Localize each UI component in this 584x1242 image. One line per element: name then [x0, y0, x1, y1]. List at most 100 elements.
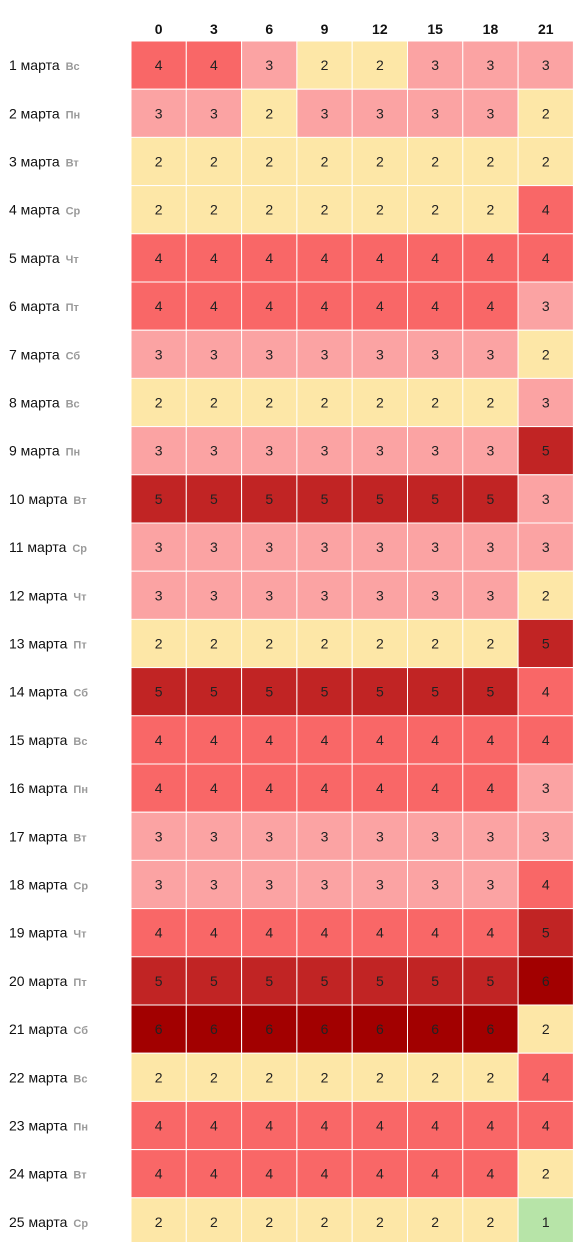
row-date-label: 18 марта Ср [9, 877, 88, 893]
cell-value-label: 4 [542, 877, 550, 893]
row-day-of-week: Ср [73, 881, 88, 893]
row-date: 25 марта [9, 1214, 68, 1230]
row-date-label: 25 марта Ср [9, 1214, 88, 1230]
cell-value-label: 5 [155, 973, 163, 989]
heatmap-cell [517, 233, 574, 283]
heatmap-cell [241, 474, 298, 524]
heatmap-cell [185, 763, 243, 813]
cell-value-label: 5 [487, 491, 495, 507]
heatmap-cell [130, 667, 187, 717]
heatmap-cell [517, 667, 574, 717]
cell-value-label: 6 [487, 1021, 495, 1037]
cell-value-label: 2 [542, 1021, 550, 1037]
cell-value-label: 2 [210, 1214, 218, 1230]
heatmap-cell [407, 40, 464, 90]
row-day-of-week: Вт [73, 1170, 87, 1182]
heatmap-cell [351, 474, 409, 524]
heatmap-cell [296, 522, 353, 572]
row-day-of-week: Чт [73, 929, 87, 941]
cell-value-label: 3 [155, 877, 163, 893]
cell-value-label: 5 [265, 491, 273, 507]
heatmap-cell [185, 136, 243, 187]
heatmap-cell [462, 859, 519, 910]
heatmap-cell [185, 908, 243, 958]
row-day-of-week: Вс [66, 399, 80, 411]
cell-value-label: 5 [487, 973, 495, 989]
cell-value-label: 3 [542, 828, 550, 844]
cell-value-label: 3 [431, 346, 439, 362]
cell-value-label: 3 [376, 443, 384, 459]
cell-value-label: 4 [155, 780, 163, 796]
cell-value-label: 3 [155, 443, 163, 459]
heatmap-cell [407, 88, 464, 138]
heatmap-cell [241, 281, 298, 331]
cell-value-label: 4 [542, 202, 550, 218]
cell-value-label: 4 [265, 780, 273, 796]
cell-value-label: 4 [321, 1166, 329, 1182]
cell-value-label: 4 [321, 780, 329, 796]
cell-value-label: 4 [376, 1166, 384, 1182]
heatmap-cell [130, 522, 187, 572]
heatmap-cell [462, 136, 519, 187]
cell-value-label: 2 [542, 587, 550, 603]
heatmap-cell [185, 618, 243, 669]
cell-value-label: 2 [487, 1214, 495, 1230]
cell-value-label: 4 [487, 298, 495, 314]
cell-value-label: 2 [431, 1069, 439, 1085]
heatmap-cell [517, 1004, 574, 1054]
cell-value-label: 5 [210, 684, 218, 700]
row-date: 18 марта [9, 877, 68, 893]
cell-value-label: 4 [321, 250, 329, 266]
heatmap-cell [407, 811, 464, 861]
heatmap-cell [517, 1197, 574, 1242]
cell-value-label: 2 [210, 636, 218, 652]
cell-value-label: 2 [210, 202, 218, 218]
row-date: 3 марта [9, 154, 60, 170]
cell-value-label: 3 [431, 828, 439, 844]
row-day-of-week: Вс [73, 736, 87, 748]
cell-value-label: 3 [542, 57, 550, 73]
cell-value-label: 3 [431, 877, 439, 893]
heatmap-cell [462, 570, 519, 620]
cell-value-label: 2 [321, 1214, 329, 1230]
cell-value-label: 2 [265, 202, 273, 218]
cell-value-label: 4 [210, 1166, 218, 1182]
cell-value-label: 2 [155, 636, 163, 652]
row-date: 22 марта [9, 1069, 68, 1085]
cell-value-label: 5 [431, 973, 439, 989]
heatmap-cell [351, 956, 409, 1006]
heatmap-cell [462, 329, 519, 379]
cell-value-label: 2 [376, 1069, 384, 1085]
cell-value-label: 4 [376, 1118, 384, 1134]
cell-value-label: 3 [487, 443, 495, 459]
heatmap-cell [351, 233, 409, 283]
heatmap-cell [351, 185, 409, 235]
row-date-label: 8 марта Вс [9, 395, 80, 411]
row-date-label: 11 марта Ср [9, 539, 87, 555]
cell-value-label: 4 [487, 1118, 495, 1134]
heatmap-cell [462, 281, 519, 331]
cell-value-label: 4 [155, 1118, 163, 1134]
heatmap-cell [517, 136, 574, 187]
heatmap-cell [296, 474, 353, 524]
heatmap-cell [462, 811, 519, 861]
heatmap-cell [462, 715, 519, 765]
cell-value-label: 2 [265, 395, 273, 411]
row-date: 13 марта [9, 636, 68, 652]
cell-value-label: 2 [487, 202, 495, 218]
cell-value-label: 3 [265, 57, 273, 73]
cell-value-label: 3 [376, 346, 384, 362]
column-headers: 0 3 6 9 12 15 18 21 [155, 21, 554, 37]
cell-value-label: 4 [210, 57, 218, 73]
row-date-label: 3 марта Вт [9, 154, 79, 170]
cell-value-label: 4 [431, 732, 439, 748]
cell-value-label: 4 [210, 780, 218, 796]
heatmap-cell [130, 618, 187, 669]
row-date-label: 14 марта Сб [9, 684, 88, 700]
heatmap-cell [296, 136, 353, 187]
heatmap-cell [517, 1149, 574, 1199]
heatmap-cell [462, 1052, 519, 1102]
cell-value-label: 4 [155, 732, 163, 748]
cell-value-label: 3 [376, 587, 384, 603]
heatmap-cell [185, 1197, 243, 1242]
